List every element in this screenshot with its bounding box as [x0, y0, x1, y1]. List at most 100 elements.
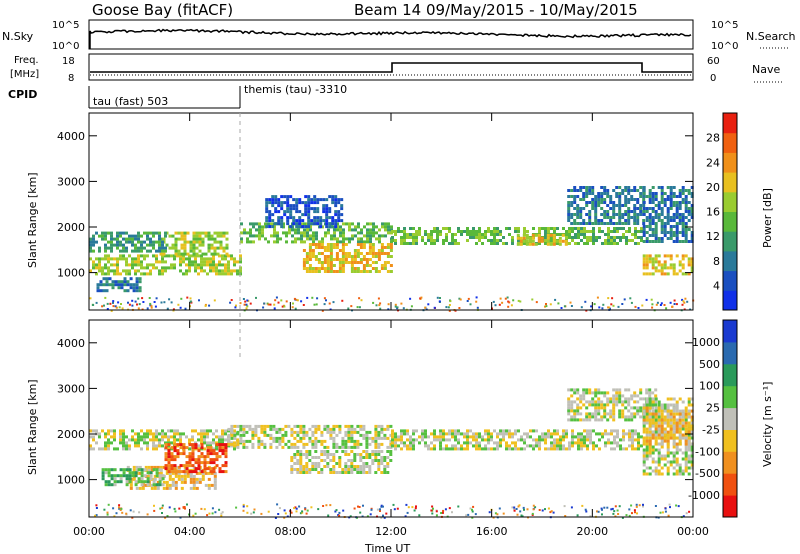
power-cell — [320, 267, 324, 270]
velocity-cell — [177, 477, 181, 481]
velocity-cell — [654, 460, 658, 464]
power-cell — [377, 249, 381, 252]
power-ytick-label: 3000 — [57, 175, 85, 188]
velocity-cell — [493, 447, 496, 451]
velocity-cell — [153, 477, 157, 481]
power-cell — [131, 260, 134, 264]
velocity-cell — [445, 432, 448, 436]
velocity-cell — [197, 467, 201, 471]
power-speckle — [112, 305, 115, 308]
velocity-cell — [122, 432, 125, 436]
velocity-cell — [254, 427, 258, 431]
velocity-cell — [642, 409, 646, 413]
power-cell — [567, 210, 571, 213]
power-cell — [323, 267, 327, 270]
velocity-cell — [610, 441, 613, 445]
velocity-cell — [344, 430, 348, 434]
power-cell — [337, 216, 341, 220]
power-cell — [161, 260, 164, 264]
power-cell — [663, 254, 667, 258]
velocity-cell — [140, 477, 144, 481]
power-cell — [308, 264, 312, 267]
power-speckle — [267, 303, 270, 306]
velocity-cell — [368, 442, 372, 446]
velocity-cell — [606, 397, 610, 401]
power-cell — [642, 219, 646, 222]
power-cell — [98, 260, 101, 264]
power-cell — [110, 257, 113, 261]
power-cell — [219, 234, 223, 238]
power-cell — [273, 231, 276, 235]
power-cell — [502, 236, 505, 239]
power-cell — [338, 249, 342, 252]
power-cell — [155, 240, 158, 244]
power-cell — [341, 252, 345, 255]
power-cell — [666, 231, 670, 234]
power-colorbar-tick: 16 — [706, 206, 720, 219]
velocity-cell — [607, 432, 610, 436]
power-cell — [99, 283, 103, 287]
power-cell — [96, 286, 100, 290]
power-cell — [606, 213, 610, 216]
velocity-cell — [675, 472, 679, 476]
velocity-cell — [633, 415, 637, 419]
velocity-cell — [403, 444, 406, 448]
power-cell — [198, 234, 202, 238]
power-cell — [681, 201, 685, 204]
velocity-cell — [669, 397, 673, 401]
velocity-speckle — [404, 515, 407, 518]
power-cell — [375, 231, 378, 235]
power-cell — [613, 230, 616, 233]
velocity-cell — [230, 442, 234, 446]
velocity-speckle — [121, 511, 124, 514]
velocity-cell — [284, 430, 288, 434]
power-cell — [320, 246, 324, 249]
velocity-cell — [263, 424, 267, 428]
velocity-cell — [377, 430, 381, 434]
velocity-cell — [657, 457, 661, 461]
velocity-cell — [666, 403, 670, 407]
velocity-cell — [170, 458, 174, 462]
velocity-cell — [484, 429, 487, 433]
power-cell — [594, 201, 598, 204]
velocity-cell — [170, 455, 174, 459]
velocity-cell — [478, 447, 481, 451]
power-cell — [409, 242, 412, 245]
velocity-cell — [600, 391, 604, 395]
velocity-cell — [173, 443, 177, 447]
power-cell — [152, 231, 155, 235]
nsearch-tick-bottom: 10^0 — [711, 41, 738, 52]
power-cell — [628, 239, 631, 242]
velocity-cell — [362, 427, 366, 431]
nsky-tick-top: 10^5 — [52, 20, 79, 31]
power-cell — [143, 231, 146, 235]
velocity-speckle — [616, 509, 619, 512]
power-cell — [669, 257, 673, 261]
velocity-cell — [350, 462, 354, 465]
velocity-cell — [239, 436, 243, 440]
velocity-cell — [305, 456, 309, 459]
velocity-cell — [206, 452, 210, 456]
power-cell — [282, 225, 285, 229]
velocity-cell — [380, 459, 384, 462]
power-cell — [454, 233, 457, 236]
power-cell — [645, 225, 649, 228]
velocity-cell — [648, 394, 652, 398]
power-cell — [323, 258, 327, 261]
velocity-cell — [200, 443, 204, 447]
velocity-cell — [320, 433, 324, 437]
power-cell — [286, 201, 290, 205]
velocity-cell — [146, 471, 150, 475]
power-cell — [415, 236, 418, 239]
power-speckle — [663, 304, 666, 306]
power-cell — [439, 233, 442, 236]
velocity-speckle — [304, 508, 307, 511]
power-cell — [654, 195, 658, 198]
power-cell — [98, 234, 101, 238]
power-cell — [213, 237, 217, 241]
velocity-cell — [374, 442, 378, 446]
power-cell — [339, 240, 342, 244]
power-cell — [544, 239, 547, 242]
velocity-cell — [687, 472, 691, 476]
velocity-cell — [589, 441, 592, 445]
